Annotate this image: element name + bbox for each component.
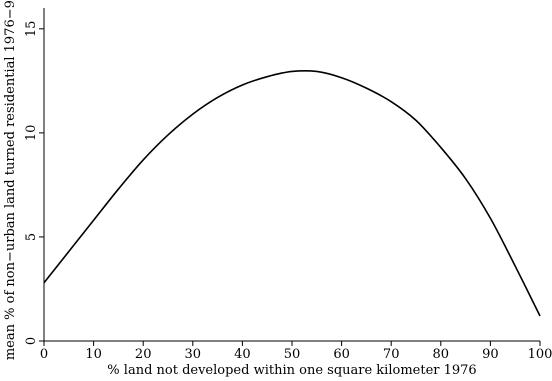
x-tick-label-20: 20 — [135, 347, 152, 362]
y-tick-label-15: 15 — [24, 21, 39, 38]
x-tick-label-0: 0 — [40, 347, 48, 362]
series — [43, 69, 541, 317]
x-tick-label-10: 10 — [85, 347, 102, 362]
x-axis-label: % land not developed within one square k… — [107, 363, 476, 378]
y-tick-label-0: 0 — [24, 337, 39, 345]
x-tick-label-40: 40 — [234, 347, 251, 362]
x-tick-label-90: 90 — [482, 347, 499, 362]
y-tick-label-10: 10 — [24, 125, 39, 142]
x-tick-label-70: 70 — [383, 347, 400, 362]
x-tick-label-100: 100 — [528, 347, 552, 362]
x-tick-label-60: 60 — [333, 347, 350, 362]
y-axis-label: mean % of non−urban land turned resident… — [3, 0, 18, 360]
axes — [43, 8, 540, 342]
series-line-0 — [43, 69, 541, 317]
y-tick-label-5: 5 — [24, 233, 39, 241]
x-tick-label-50: 50 — [284, 347, 301, 362]
x-tick-label-30: 30 — [185, 347, 202, 362]
x-tick-label-80: 80 — [433, 347, 450, 362]
ticks: 0 10 20 30 40 50 60 70 80 90 100 0 5 10 15 — [24, 21, 552, 362]
